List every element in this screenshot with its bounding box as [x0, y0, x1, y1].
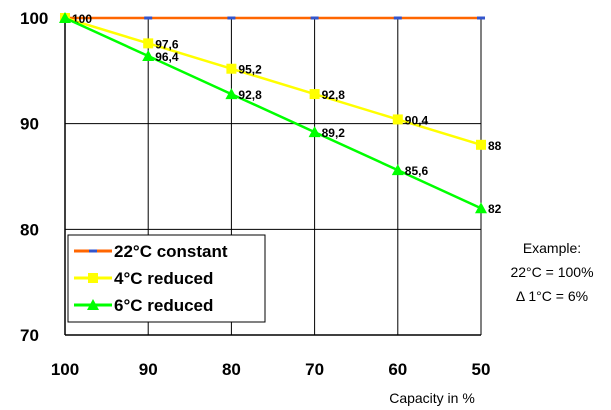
y-tick-label: 90: [20, 115, 39, 134]
example-note-line-2: 22°C = 100%: [510, 264, 594, 280]
legend-label: 6°C reduced: [114, 296, 213, 315]
data-point: [310, 16, 319, 20]
data-label: 88: [488, 139, 502, 153]
data-point: [475, 202, 487, 214]
x-tick-label: 50: [472, 360, 491, 379]
data-point: [393, 16, 402, 20]
x-tick-label: 90: [139, 360, 158, 379]
data-point: [143, 38, 154, 49]
data-label: 90,4: [405, 113, 429, 127]
x-tick-label: 100: [51, 360, 79, 379]
data-point: [476, 139, 486, 150]
data-point: [391, 164, 404, 176]
data-point: [477, 16, 485, 20]
y-tick-label: 100: [20, 9, 48, 28]
data-point: [392, 114, 403, 125]
data-label: 82: [488, 202, 502, 216]
series-line-1: [64, 16, 482, 146]
data-point: [308, 126, 321, 138]
x-tick-label: 70: [305, 360, 324, 379]
data-label: 97,6: [155, 37, 179, 51]
series-line-2: [64, 16, 482, 210]
x-tick-label: 60: [388, 360, 407, 379]
data-point: [227, 16, 236, 20]
data-point: [142, 50, 155, 62]
data-point: [309, 89, 320, 100]
data-point: [225, 88, 238, 100]
x-tick-label: 80: [222, 360, 241, 379]
data-label: 95,2: [238, 63, 262, 77]
example-note-line-3: Δ 1°C = 6%: [515, 288, 589, 304]
y-tick-label: 70: [20, 326, 39, 345]
legend-label: 4°C reduced: [114, 269, 213, 288]
legend-swatch-marker: [89, 249, 97, 253]
x-axis-title: Capacity in %: [389, 390, 475, 406]
data-label: 96,4: [155, 50, 179, 64]
legend-swatch-marker: [87, 299, 99, 310]
y-tick-label: 80: [20, 220, 39, 239]
data-label: 89,2: [322, 126, 346, 140]
legend-label: 22°C constant: [114, 242, 228, 261]
data-point: [59, 12, 71, 23]
legend-swatch-marker: [88, 273, 98, 283]
data-point: [144, 16, 153, 20]
data-point: [226, 63, 237, 74]
data-label: 85,6: [405, 164, 429, 178]
example-note-line-1: Example:: [522, 240, 582, 256]
data-label: 92,8: [238, 88, 262, 102]
data-label: 92,8: [322, 88, 346, 102]
